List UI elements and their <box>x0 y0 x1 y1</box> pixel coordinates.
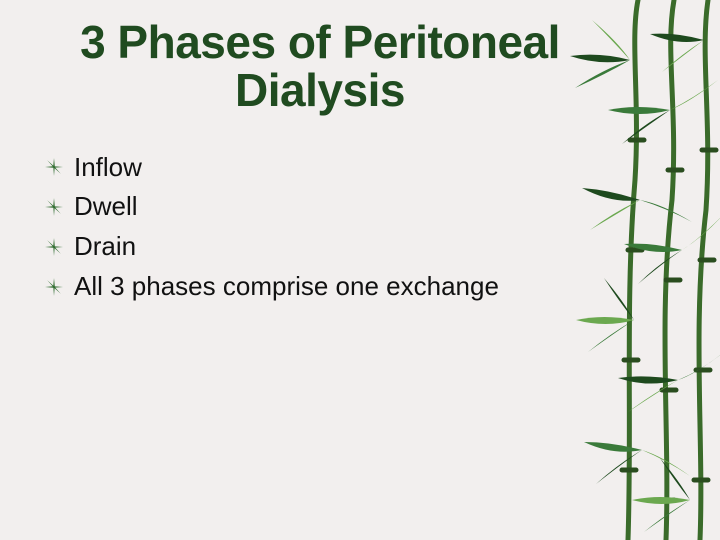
starburst-icon <box>44 197 64 217</box>
list-item: Drain <box>44 228 680 266</box>
starburst-icon <box>44 277 64 297</box>
page-title: 3 Phases of Peritoneal Dialysis <box>40 18 600 115</box>
title-line-1: 3 Phases of Peritoneal <box>80 16 560 68</box>
list-item: Dwell <box>44 188 680 226</box>
list-item: All 3 phases comprise one exchange <box>44 268 680 306</box>
bullet-text: All 3 phases comprise one exchange <box>74 268 499 306</box>
bullet-list: Inflow Dwell Dra <box>40 149 680 306</box>
bullet-text: Inflow <box>74 149 142 187</box>
starburst-icon <box>44 157 64 177</box>
bullet-text: Drain <box>74 228 136 266</box>
list-item: Inflow <box>44 149 680 187</box>
bullet-text: Dwell <box>74 188 138 226</box>
slide: 3 Phases of Peritoneal Dialysis Inflow <box>0 0 720 540</box>
title-line-2: Dialysis <box>235 64 405 116</box>
starburst-icon <box>44 237 64 257</box>
